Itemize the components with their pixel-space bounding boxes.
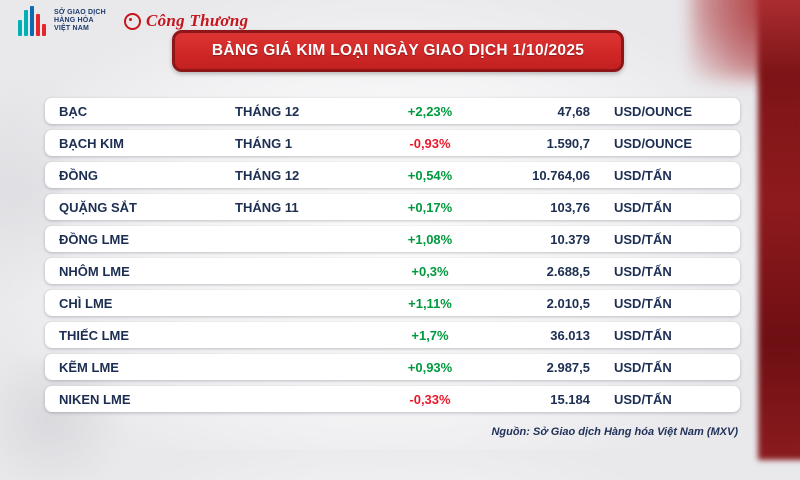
percent-change: +1,08%: [407, 231, 453, 247]
price-value: 10.764,06: [532, 167, 590, 183]
price-unit: USD/OUNCE: [614, 103, 693, 119]
table-row: BẠC THÁNG 12 +2,23% 47,68 USD/OUNCE: [45, 98, 740, 124]
price-value: 103,76: [550, 199, 590, 215]
price-unit: USD/TẤN: [614, 263, 672, 279]
table-row: CHÌ LME +1,11% 2.010,5 USD/TẤN: [45, 290, 740, 316]
price-value: 36.013: [550, 327, 590, 343]
mxv-logo-line2: HÀNG HÓA: [54, 16, 94, 24]
percent-change: +1,7%: [411, 327, 449, 343]
percent-change: +1,11%: [408, 295, 452, 311]
mxv-logo-line1: SỞ GIAO DỊCH: [54, 8, 106, 16]
contract-month: THÁNG 11: [235, 199, 299, 215]
price-unit: USD/TẤN: [614, 199, 672, 215]
price-value: 2.987,5: [546, 359, 590, 375]
metal-name: BẠC: [59, 103, 88, 119]
metal-name: NIKEN LME: [59, 391, 131, 407]
price-unit: USD/TẤN: [614, 167, 672, 183]
source-credit: Nguồn: Sở Giao dịch Hàng hóa Việt Nam (M…: [491, 426, 738, 438]
price-value: 47,68: [557, 103, 590, 119]
metal-name: THIẾC LME: [59, 327, 130, 343]
price-unit: USD/TẤN: [614, 295, 672, 311]
price-unit: USD/TẤN: [614, 359, 672, 375]
price-value: 1.590,7: [546, 135, 590, 151]
contract-month: THÁNG 12: [235, 167, 300, 183]
table-row: QUẶNG SẮT THÁNG 11 +0,17% 103,76 USD/TẤN: [45, 194, 740, 220]
percent-change: +0,3%: [411, 263, 449, 279]
congthuong-logo-text: Công Thương: [145, 11, 249, 30]
metal-name: NHÔM LME: [59, 263, 130, 279]
metal-name: ĐỒNG: [59, 167, 98, 183]
price-value: 2.688,5: [546, 263, 590, 279]
percent-change: +0,54%: [407, 167, 453, 183]
metal-name: KẼM LME: [59, 359, 119, 375]
background-red-stripe: [758, 0, 800, 460]
percent-change: -0,33%: [409, 391, 451, 407]
percent-change: +0,93%: [407, 359, 453, 375]
price-unit: USD/TẤN: [614, 327, 672, 343]
header-logos: SỞ GIAO DỊCH HÀNG HÓA VIỆT NAM Công Thươ…: [18, 6, 248, 36]
price-unit: USD/OUNCE: [614, 135, 693, 151]
page-title: BẢNG GIÁ KIM LOẠI NGÀY GIAO DỊCH 1/10/20…: [211, 42, 585, 59]
title-banner: BẢNG GIÁ KIM LOẠI NGÀY GIAO DỊCH 1/10/20…: [172, 30, 624, 72]
percent-change: +0,17%: [407, 199, 453, 215]
table-row: NHÔM LME +0,3% 2.688,5 USD/TẤN: [45, 258, 740, 284]
contract-month: THÁNG 1: [235, 135, 293, 151]
metal-name: CHÌ LME: [59, 295, 113, 311]
table-row: ĐỒNG LME +1,08% 10.379 USD/TẤN: [45, 226, 740, 252]
price-value: 10.379: [550, 231, 590, 247]
table-row: NIKEN LME -0,33% 15.184 USD/TẤN: [45, 386, 740, 412]
mxv-logo-line3: VIỆT NAM: [54, 25, 90, 33]
price-unit: USD/TẤN: [614, 391, 672, 407]
price-value: 2.010,5: [546, 295, 590, 311]
metal-price-table: BẠC THÁNG 12 +2,23% 47,68 USD/OUNCE BẠCH…: [45, 98, 740, 418]
mxv-logo-icon: [18, 6, 46, 36]
congthuong-emblem-icon: [123, 12, 141, 30]
metal-name: QUẶNG SẮT: [59, 199, 137, 215]
mxv-logo-text: SỞ GIAO DỊCH HÀNG HÓA VIỆT NAM: [54, 9, 106, 34]
metal-name: ĐỒNG LME: [59, 231, 130, 247]
percent-change: -0,93%: [409, 135, 451, 151]
congthuong-logo: Công Thương: [123, 11, 249, 31]
price-value: 15.184: [550, 391, 590, 407]
table-row: THIẾC LME +1,7% 36.013 USD/TẤN: [45, 322, 740, 348]
metal-name: BẠCH KIM: [59, 135, 124, 151]
table-row: KẼM LME +0,93% 2.987,5 USD/TẤN: [45, 354, 740, 380]
table-row: BẠCH KIM THÁNG 1 -0,93% 1.590,7 USD/OUNC…: [45, 130, 740, 156]
percent-change: +2,23%: [407, 103, 453, 119]
contract-month: THÁNG 12: [235, 103, 300, 119]
price-unit: USD/TẤN: [614, 231, 672, 247]
table-row: ĐỒNG THÁNG 12 +0,54% 10.764,06 USD/TẤN: [45, 162, 740, 188]
